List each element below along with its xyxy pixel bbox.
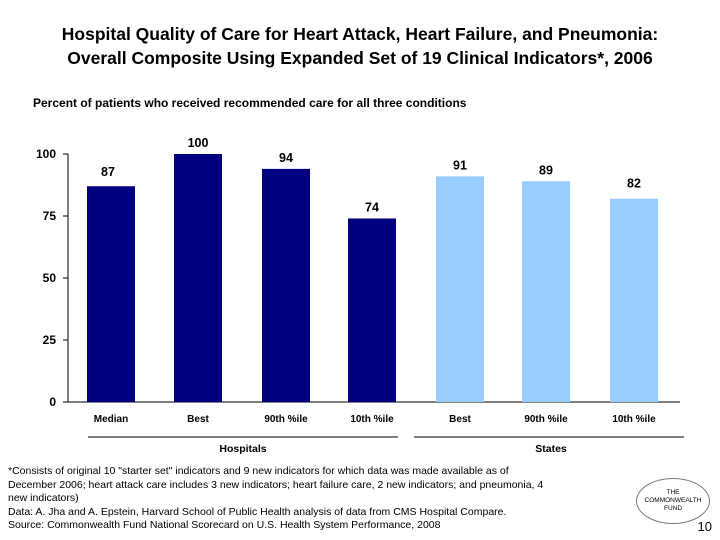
y-tick-label: 0 <box>49 395 56 409</box>
data-label: 94 <box>279 151 293 165</box>
source-line: Source: Commonwealth Fund National Score… <box>8 519 441 532</box>
data-label: 100 <box>188 136 209 150</box>
bar <box>610 198 658 402</box>
bar <box>174 154 222 402</box>
group-label: States <box>535 443 567 455</box>
footnote: *Consists of original 10 "starter set" i… <box>8 465 628 533</box>
chart-subtitle: Percent of patients who received recomme… <box>33 96 467 110</box>
data-label: 82 <box>627 177 641 191</box>
bar <box>262 168 310 402</box>
category-label: 10th %ile <box>612 414 656 425</box>
bar <box>87 186 135 402</box>
category-label: 10th %ile <box>350 414 394 425</box>
data-label: 89 <box>539 163 553 177</box>
group-label: Hospitals <box>219 443 266 455</box>
y-tick-label: 25 <box>43 333 57 347</box>
data-label: 74 <box>365 200 379 214</box>
bar <box>348 218 396 402</box>
bar <box>522 181 570 402</box>
commonwealth-fund-logo: THE COMMONWEALTH FUND <box>636 478 710 524</box>
title-line-2: Overall Composite Using Expanded Set of … <box>67 48 653 68</box>
footnote-line: *Consists of original 10 "starter set" i… <box>8 465 509 477</box>
y-tick-label: 100 <box>36 147 56 161</box>
category-label: Median <box>94 414 128 425</box>
title-line-1: Hospital Quality of Care for Heart Attac… <box>61 24 659 44</box>
category-label: 90th %ile <box>524 414 568 425</box>
footnote-line: December 2006; heart attack care include… <box>8 478 544 491</box>
data-label: 87 <box>101 165 115 179</box>
bar <box>436 176 484 402</box>
category-label: Best <box>187 414 209 425</box>
y-tick-label: 50 <box>43 271 57 285</box>
page-number: 10 <box>697 519 712 534</box>
footnote-line: new indicators) <box>8 492 79 505</box>
category-label: Best <box>449 414 471 425</box>
chart-title: Hospital Quality of Care for Heart Attac… <box>0 22 720 70</box>
data-source-line: Data: A. Jha and A. Epstein, Harvard Sch… <box>8 505 507 518</box>
bar-chart: 0 25 50 75 100 87 Median 100 Best 94 90th %ile 74 10… <box>36 136 684 455</box>
data-label: 91 <box>453 158 467 172</box>
category-label: 90th %ile <box>264 414 308 425</box>
y-tick-label: 75 <box>43 209 57 223</box>
